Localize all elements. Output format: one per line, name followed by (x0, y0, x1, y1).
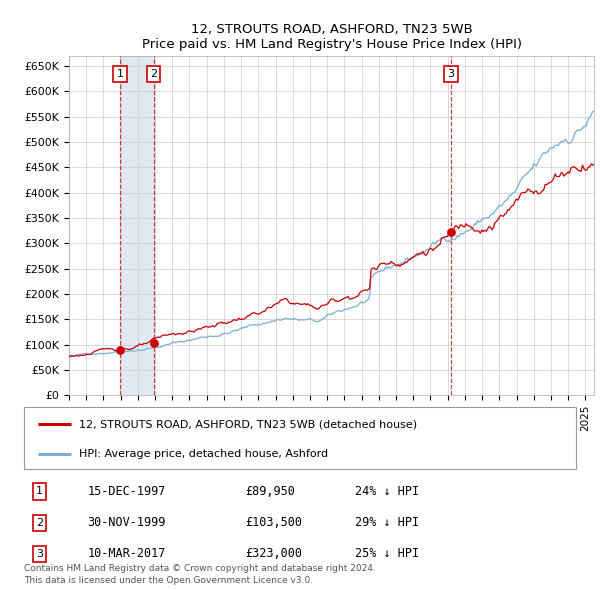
Text: Contains HM Land Registry data © Crown copyright and database right 2024.
This d: Contains HM Land Registry data © Crown c… (24, 564, 376, 585)
Text: 1: 1 (116, 69, 124, 79)
Text: £323,000: £323,000 (245, 548, 302, 560)
Text: 3: 3 (36, 549, 43, 559)
Bar (120, 56, 154, 395)
Point (446, 227, 456, 237)
Text: 2: 2 (36, 517, 43, 527)
Text: 30-NOV-1999: 30-NOV-1999 (88, 516, 166, 529)
Text: 10-MAR-2017: 10-MAR-2017 (88, 548, 166, 560)
Point (149, 338, 158, 348)
Text: 25% ↓ HPI: 25% ↓ HPI (355, 548, 419, 560)
Text: 24% ↓ HPI: 24% ↓ HPI (355, 485, 419, 498)
Text: 15-DEC-1997: 15-DEC-1997 (88, 485, 166, 498)
Text: 2: 2 (150, 69, 157, 79)
Text: 1: 1 (36, 487, 43, 496)
Title: 12, STROUTS ROAD, ASHFORD, TN23 5WB
Price paid vs. HM Land Registry's House Pric: 12, STROUTS ROAD, ASHFORD, TN23 5WB Pric… (142, 23, 521, 51)
Point (115, 345, 125, 355)
Text: 29% ↓ HPI: 29% ↓ HPI (355, 516, 419, 529)
FancyBboxPatch shape (24, 407, 576, 469)
Text: £89,950: £89,950 (245, 485, 295, 498)
Text: £103,500: £103,500 (245, 516, 302, 529)
Text: 3: 3 (448, 69, 454, 79)
Text: 12, STROUTS ROAD, ASHFORD, TN23 5WB (detached house): 12, STROUTS ROAD, ASHFORD, TN23 5WB (det… (79, 419, 418, 430)
Text: HPI: Average price, detached house, Ashford: HPI: Average price, detached house, Ashf… (79, 448, 328, 458)
